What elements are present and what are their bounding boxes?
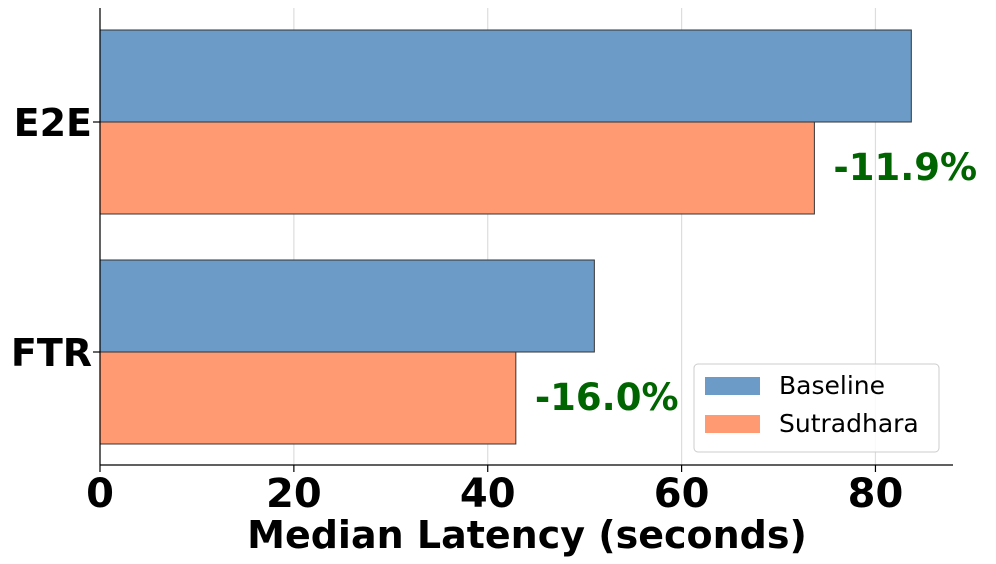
x-tick-label: 60 bbox=[654, 471, 710, 517]
annotations: -11.9% -16.0% bbox=[535, 146, 977, 419]
bar-baseline-ftr bbox=[99, 259, 595, 353]
legend-label-baseline: Baseline bbox=[779, 371, 885, 400]
y-tick-label: E2E bbox=[14, 101, 92, 145]
legend-label-sutradhara: Sutradhara bbox=[779, 409, 919, 438]
annotation-ftr: -16.0% bbox=[535, 376, 679, 419]
bar-sutradhara-ftr bbox=[99, 351, 517, 445]
legend-swatch-baseline bbox=[705, 377, 760, 395]
x-tick-label: 40 bbox=[460, 471, 516, 517]
bar-sutradhara-e2e bbox=[99, 121, 815, 215]
x-tick-label: 80 bbox=[848, 471, 904, 517]
legend-swatch-sutradhara bbox=[705, 415, 760, 433]
x-tick-label: 0 bbox=[86, 471, 114, 517]
y-tick-label: FTR bbox=[11, 331, 92, 375]
x-axis-label: Median Latency (seconds) bbox=[247, 513, 807, 557]
x-tick-label: 20 bbox=[266, 471, 322, 517]
annotation-e2e: -11.9% bbox=[833, 146, 977, 189]
y-ticks: E2E FTR bbox=[11, 101, 100, 375]
x-ticks: 0 20 40 60 80 bbox=[86, 465, 903, 517]
legend: Baseline Sutradhara bbox=[693, 363, 940, 453]
bar-baseline-e2e bbox=[99, 29, 912, 123]
